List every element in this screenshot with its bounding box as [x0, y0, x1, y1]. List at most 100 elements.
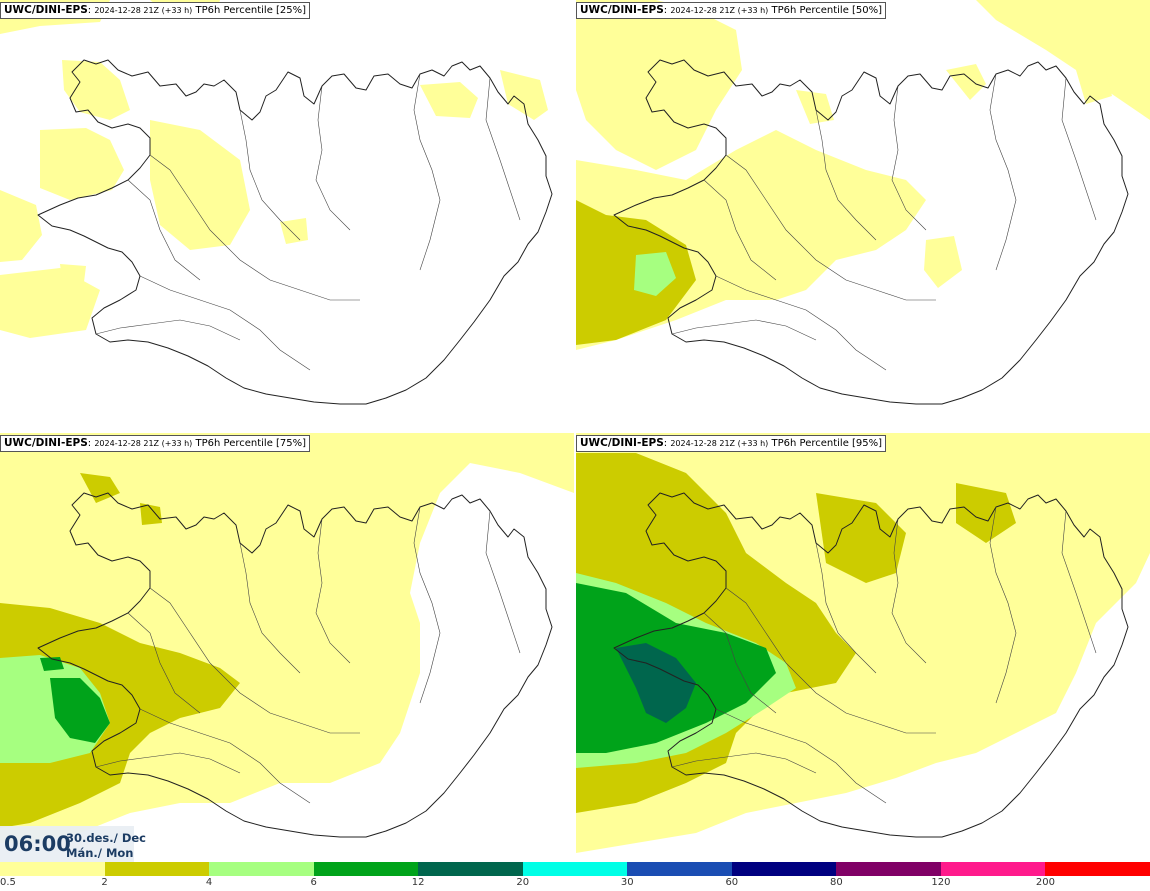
precip-area	[60, 264, 86, 282]
legend-tick-label: 12	[411, 877, 425, 888]
legend-swatch	[418, 862, 524, 876]
variable-name: TP6h Percentile [95%]	[771, 438, 883, 449]
road-line	[139, 275, 311, 371]
valid-weekday: Mán./ Mon	[66, 846, 134, 860]
precip-area	[150, 120, 250, 250]
precip-area	[1076, 70, 1112, 104]
road-line	[989, 506, 1017, 704]
precip-area	[0, 268, 100, 338]
precip-area	[140, 503, 162, 525]
precip-area	[420, 82, 478, 118]
precip-area	[500, 70, 548, 120]
road-line	[1061, 77, 1097, 221]
variable-name: TP6h Percentile [75%]	[195, 438, 307, 449]
legend-tick-label: 60	[725, 877, 739, 888]
legend-tick-label: 120	[931, 877, 951, 888]
road-line	[671, 319, 817, 341]
road-line	[127, 612, 201, 714]
road-line	[485, 77, 521, 221]
road-line	[1061, 510, 1097, 654]
precip-area	[0, 190, 42, 262]
road-line	[239, 109, 301, 241]
precip-area	[956, 483, 1016, 543]
precip-area	[976, 0, 1150, 120]
map-panel-p75: UWC/DINI-EPS: 2024-12-28 21Z (+33 h) TP6…	[0, 433, 574, 862]
color-legend: 0.5 2 4 6 12 20 30 60 80 120 200	[0, 862, 1150, 891]
legend-tick-label: 30	[620, 877, 634, 888]
precip-map-p75	[0, 433, 574, 843]
run-time: 2024-12-28 21Z (+33 h)	[94, 439, 193, 448]
legend-tick-label: 6	[310, 877, 317, 888]
legend-swatch	[0, 862, 106, 876]
coastline	[37, 59, 553, 405]
legend-tick-label: 80	[829, 877, 843, 888]
precip-map-p50	[576, 0, 1150, 405]
legend-swatch	[836, 862, 942, 876]
road-line	[989, 73, 1017, 271]
road-line	[485, 510, 521, 654]
road-line	[715, 708, 887, 804]
precip-area	[280, 218, 308, 244]
panel-title: UWC/DINI-EPS: 2024-12-28 21Z (+33 h) TP6…	[0, 435, 311, 452]
valid-time: 06:00	[4, 832, 71, 856]
precip-area	[40, 128, 124, 200]
road-line	[815, 542, 877, 674]
road-line	[671, 752, 817, 774]
panel-title: UWC/DINI-EPS: 2024-12-28 21Z (+33 h) TP6…	[576, 2, 887, 19]
road-line	[127, 179, 201, 281]
road-line	[891, 85, 927, 231]
road-line	[725, 154, 936, 301]
road-line	[703, 179, 777, 281]
run-time: 2024-12-28 21Z (+33 h)	[94, 6, 193, 15]
road-line	[149, 154, 360, 301]
legend-swatch	[104, 862, 211, 876]
precip-area	[946, 64, 986, 100]
road-line	[315, 518, 351, 664]
model-name: UWC/DINI-EPS	[4, 437, 88, 449]
road-line	[95, 752, 241, 774]
run-time: 2024-12-28 21Z (+33 h)	[670, 439, 769, 448]
legend-swatch	[1045, 862, 1150, 876]
legend-swatch	[731, 862, 838, 876]
legend-tick-label: 0.5	[0, 877, 16, 888]
variable-name: TP6h Percentile [50%]	[771, 5, 883, 16]
panel-title: UWC/DINI-EPS: 2024-12-28 21Z (+33 h) TP6…	[0, 2, 311, 19]
run-time: 2024-12-28 21Z (+33 h)	[670, 6, 769, 15]
road-line	[149, 587, 360, 734]
variable-name: TP6h Percentile [25%]	[195, 5, 307, 16]
road-line	[891, 518, 927, 664]
precip-area	[0, 433, 574, 843]
road-line	[95, 319, 241, 341]
road-line	[715, 275, 887, 371]
valid-date: 30.des./ Dec	[66, 831, 146, 845]
precip-area	[50, 678, 110, 743]
model-name: UWC/DINI-EPS	[580, 437, 664, 449]
precip-map-p25	[0, 0, 553, 405]
map-panel-p50: UWC/DINI-EPS: 2024-12-28 21Z (+33 h) TP6…	[576, 0, 1150, 429]
legend-tick-label: 200	[1035, 877, 1055, 888]
coastline	[613, 492, 1129, 838]
legend-swatch	[522, 862, 629, 876]
model-name: UWC/DINI-EPS	[580, 4, 664, 16]
legend-tick-label: 2	[101, 877, 108, 888]
map-panel-p25: UWC/DINI-EPS: 2024-12-28 21Z (+33 h) TP6…	[0, 0, 574, 429]
legend-swatch	[313, 862, 420, 876]
legend-swatch	[627, 862, 733, 876]
road-line	[139, 708, 311, 804]
panel-title: UWC/DINI-EPS: 2024-12-28 21Z (+33 h) TP6…	[576, 435, 887, 452]
coastline	[37, 492, 553, 838]
model-name: UWC/DINI-EPS	[4, 4, 88, 16]
road-line	[413, 506, 441, 704]
legend-swatch	[209, 862, 315, 876]
map-panel-p95: UWC/DINI-EPS: 2024-12-28 21Z (+33 h) TP6…	[576, 433, 1150, 862]
precip-area	[924, 236, 962, 288]
coastline	[613, 59, 1129, 405]
road-line	[413, 73, 441, 271]
road-line	[239, 542, 301, 674]
legend-tick-label: 20	[516, 877, 530, 888]
precip-area	[576, 0, 742, 170]
legend-tick-label: 4	[205, 877, 213, 888]
precip-area	[616, 643, 696, 723]
valid-time-box	[0, 826, 134, 862]
precip-area	[62, 60, 130, 120]
